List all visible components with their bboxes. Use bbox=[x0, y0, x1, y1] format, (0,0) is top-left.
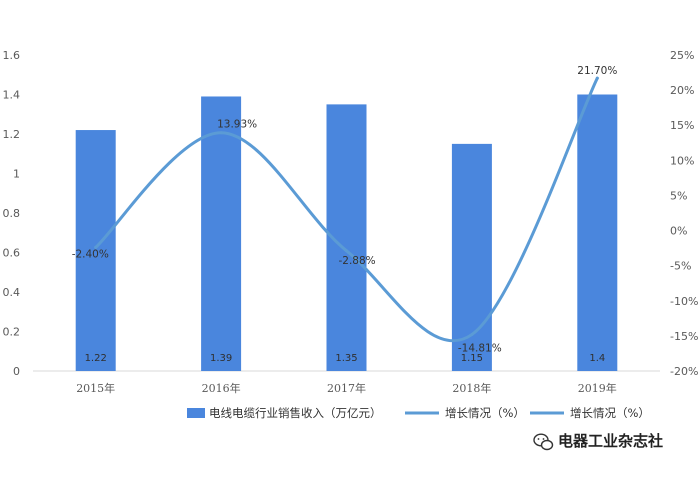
bar-data-label: 1.35 bbox=[335, 353, 357, 364]
bar bbox=[201, 96, 242, 371]
y-right-tick-label: 10% bbox=[670, 154, 694, 167]
y-left-tick-label: 1.4 bbox=[3, 89, 21, 102]
bar bbox=[577, 94, 618, 371]
bar-data-label: 1.4 bbox=[589, 353, 605, 364]
y-left-axis: 0 0.2 0.4 0.6 0.8 1 1.2 1.4 1.6 bbox=[3, 49, 21, 378]
y-left-tick-label: 1 bbox=[13, 168, 20, 181]
y-right-axis: -20% -15% -10% -5% 0% 5% 10% 15% 20% 25% bbox=[670, 49, 698, 378]
y-left-tick-label: 0.4 bbox=[3, 286, 21, 299]
y-left-tick-label: 0.2 bbox=[3, 326, 21, 339]
y-left-tick-label: 0.6 bbox=[3, 247, 21, 260]
line-data-label: -14.81% bbox=[458, 343, 502, 355]
growth-point bbox=[345, 249, 348, 253]
legend-label: 增长情况（%） bbox=[445, 406, 525, 420]
legend-swatch-bar bbox=[187, 408, 205, 418]
y-right-tick-label: -15% bbox=[670, 330, 698, 343]
bar bbox=[75, 130, 116, 371]
growth-point bbox=[470, 333, 474, 337]
y-left-tick-label: 1.6 bbox=[3, 49, 21, 62]
line-data-label: -2.88% bbox=[339, 255, 376, 267]
legend-label: 增长情况（%） bbox=[570, 406, 650, 420]
wechat-icon bbox=[533, 433, 554, 451]
line-data-label: 21.70% bbox=[577, 65, 617, 77]
line-data-label: -2.40% bbox=[72, 248, 109, 260]
growth-point bbox=[219, 131, 223, 135]
bar-series bbox=[75, 94, 618, 371]
bar-data-label: 1.15 bbox=[461, 353, 483, 364]
growth-point bbox=[94, 245, 98, 249]
y-right-tick-label: 5% bbox=[670, 189, 687, 202]
watermark: 电器工业杂志社 bbox=[533, 432, 663, 451]
y-left-tick-label: 0.8 bbox=[3, 207, 21, 220]
y-right-tick-label: -10% bbox=[670, 295, 698, 308]
x-tick-label: 2018年 bbox=[452, 381, 491, 395]
bar-data-label: 1.22 bbox=[85, 353, 107, 364]
y-right-tick-label: 15% bbox=[670, 119, 694, 132]
y-right-tick-label: 0% bbox=[670, 225, 687, 238]
legend-label: 电线电缆行业销售收入（万亿元） bbox=[209, 406, 382, 420]
legend: 电线电缆行业销售收入（万亿元） 增长情况（%） 增长情况（%） bbox=[187, 406, 650, 420]
y-left-tick-label: 1.2 bbox=[3, 128, 21, 141]
line-series bbox=[94, 76, 599, 343]
y-right-tick-label: 20% bbox=[670, 84, 694, 97]
line-data-label: 13.93% bbox=[217, 119, 257, 131]
bar-data-label: 1.39 bbox=[210, 353, 232, 364]
bar-data-labels: 1.22 1.39 1.35 1.15 1.4 bbox=[85, 353, 606, 364]
y-right-tick-label: 25% bbox=[670, 49, 694, 62]
growth-line bbox=[94, 76, 599, 343]
watermark-text: 电器工业杂志社 bbox=[558, 432, 663, 450]
x-axis: 2015年 2016年 2017年 2018年 2019年 bbox=[76, 381, 617, 395]
x-tick-label: 2019年 bbox=[578, 381, 617, 395]
x-tick-label: 2015年 bbox=[76, 381, 115, 395]
bar bbox=[451, 143, 492, 371]
growth-point bbox=[595, 76, 599, 80]
y-right-tick-label: -5% bbox=[670, 260, 691, 273]
x-tick-label: 2017年 bbox=[327, 381, 366, 395]
y-left-tick-label: 0 bbox=[13, 365, 20, 378]
x-tick-label: 2016年 bbox=[202, 381, 241, 395]
y-right-tick-label: -20% bbox=[670, 365, 698, 378]
line-data-labels: -2.40% 13.93% -2.88% -14.81% 21.70% bbox=[72, 65, 618, 354]
